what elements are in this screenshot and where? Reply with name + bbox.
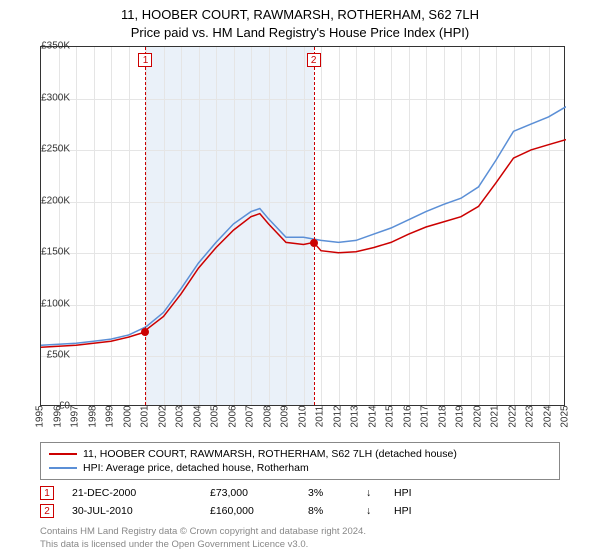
- tx-date: 21-DEC-2000: [72, 487, 192, 499]
- x-tick-label: 2008: [262, 406, 273, 428]
- tx-marker: 2: [40, 504, 54, 518]
- x-tick-label: 2013: [350, 406, 361, 428]
- tx-marker: 1: [40, 486, 54, 500]
- x-tick-label: 2019: [455, 406, 466, 428]
- x-tick-label: 2005: [210, 406, 221, 428]
- tx-date: 30-JUL-2010: [72, 505, 192, 517]
- x-tick-label: 2004: [192, 406, 203, 428]
- y-tick-label: £350K: [20, 41, 70, 52]
- x-tick-label: 2010: [297, 406, 308, 428]
- x-tick-label: 1996: [52, 406, 63, 428]
- x-tick-label: 2020: [472, 406, 483, 428]
- tx-price: £73,000: [210, 487, 290, 499]
- chart-area: 12 £0£50K£100K£150K£200K£250K£300K£350K …: [40, 46, 600, 436]
- title-line2: Price paid vs. HM Land Registry's House …: [0, 24, 600, 42]
- x-tick-label: 1999: [105, 406, 116, 428]
- marker-label-2: 2: [307, 53, 321, 67]
- chart-container: 11, HOOBER COURT, RAWMARSH, ROTHERHAM, S…: [0, 0, 600, 560]
- tx-vs: HPI: [394, 487, 412, 499]
- legend-swatch: [49, 453, 77, 455]
- y-tick-label: £300K: [20, 92, 70, 103]
- line-series-svg: [41, 47, 566, 407]
- legend-row: 11, HOOBER COURT, RAWMARSH, ROTHERHAM, S…: [49, 447, 551, 461]
- x-tick-label: 2021: [490, 406, 501, 428]
- x-tick-label: 2022: [507, 406, 518, 428]
- x-tick-label: 1997: [70, 406, 81, 428]
- transaction-row: 1 21-DEC-2000 £73,000 3% ↓ HPI: [40, 484, 560, 502]
- marker-dot-2: [310, 239, 318, 247]
- x-tick-label: 2009: [280, 406, 291, 428]
- x-tick-label: 2024: [542, 406, 553, 428]
- marker-label-1: 1: [138, 53, 152, 67]
- x-tick-label: 2014: [367, 406, 378, 428]
- x-tick-label: 1995: [35, 406, 46, 428]
- legend-label: HPI: Average price, detached house, Roth…: [83, 462, 309, 474]
- x-tick-label: 2023: [525, 406, 536, 428]
- footer-line2: This data is licensed under the Open Gov…: [40, 539, 560, 551]
- y-tick-label: £100K: [20, 298, 70, 309]
- chart-title: 11, HOOBER COURT, RAWMARSH, ROTHERHAM, S…: [0, 0, 600, 42]
- x-tick-label: 2018: [437, 406, 448, 428]
- x-tick-label: 2001: [140, 406, 151, 428]
- marker-line-1: [145, 47, 146, 405]
- x-tick-label: 2002: [157, 406, 168, 428]
- x-tick-label: 2017: [420, 406, 431, 428]
- legend-row: HPI: Average price, detached house, Roth…: [49, 461, 551, 475]
- footer-line1: Contains HM Land Registry data © Crown c…: [40, 526, 560, 538]
- title-line1: 11, HOOBER COURT, RAWMARSH, ROTHERHAM, S…: [0, 6, 600, 24]
- transaction-row: 2 30-JUL-2010 £160,000 8% ↓ HPI: [40, 502, 560, 520]
- x-tick-label: 2025: [560, 406, 571, 428]
- arrow-down-icon: ↓: [366, 487, 376, 499]
- y-tick-label: £200K: [20, 195, 70, 206]
- arrow-down-icon: ↓: [366, 505, 376, 517]
- series-property: [41, 140, 566, 348]
- x-tick-label: 2016: [402, 406, 413, 428]
- transaction-table: 1 21-DEC-2000 £73,000 3% ↓ HPI 2 30-JUL-2010 £16…: [40, 484, 560, 520]
- x-tick-label: 2012: [332, 406, 343, 428]
- x-tick-label: 2003: [175, 406, 186, 428]
- marker-dot-1: [141, 328, 149, 336]
- legend-label: 11, HOOBER COURT, RAWMARSH, ROTHERHAM, S…: [83, 448, 457, 460]
- marker-line-2: [314, 47, 315, 405]
- tx-pct: 8%: [308, 505, 348, 517]
- footer-attribution: Contains HM Land Registry data © Crown c…: [40, 526, 560, 551]
- x-tick-label: 2000: [122, 406, 133, 428]
- legend: 11, HOOBER COURT, RAWMARSH, ROTHERHAM, S…: [40, 442, 560, 480]
- plot: 12: [40, 46, 565, 406]
- x-tick-label: 2011: [315, 406, 326, 428]
- x-tick-label: 1998: [87, 406, 98, 428]
- y-tick-label: £250K: [20, 144, 70, 155]
- tx-price: £160,000: [210, 505, 290, 517]
- x-tick-label: 2007: [245, 406, 256, 428]
- tx-vs: HPI: [394, 505, 412, 517]
- tx-pct: 3%: [308, 487, 348, 499]
- x-tick-label: 2015: [385, 406, 396, 428]
- y-tick-label: £50K: [20, 349, 70, 360]
- legend-swatch: [49, 467, 77, 469]
- x-tick-label: 2006: [227, 406, 238, 428]
- y-tick-label: £150K: [20, 247, 70, 258]
- series-hpi: [41, 107, 566, 346]
